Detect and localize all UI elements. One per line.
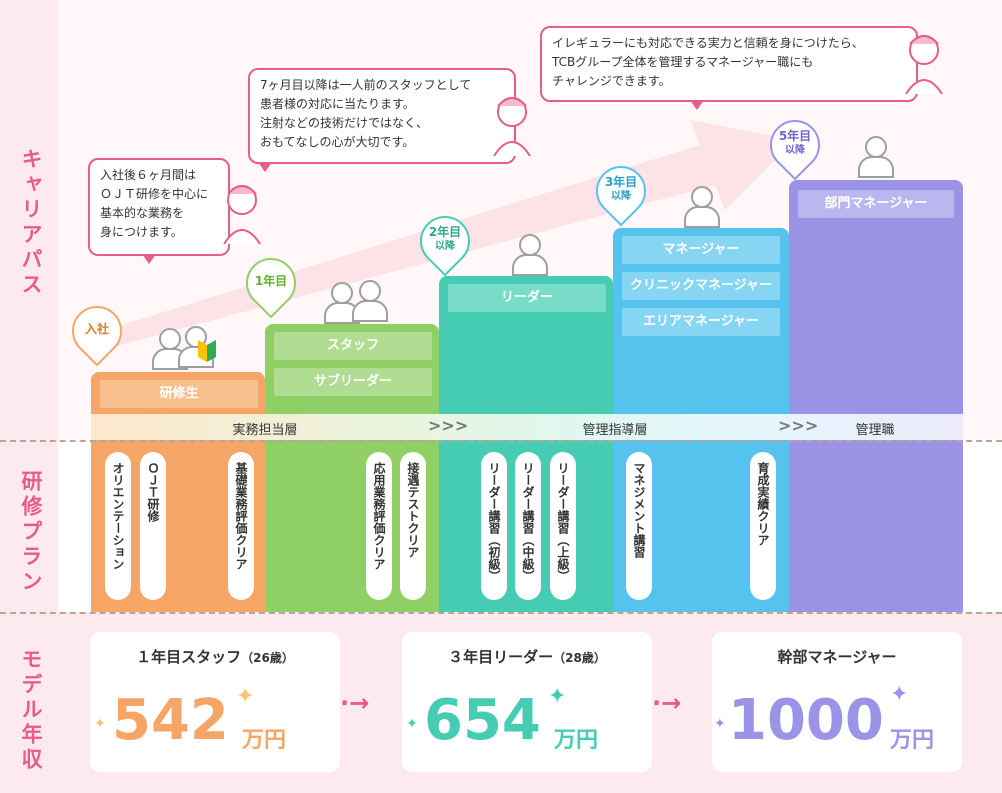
marker-year5: 5年目 以降 <box>759 109 831 181</box>
training-leader-adv: リーダー講習（上級） <box>550 452 576 600</box>
double-chevron-icon: >>> <box>778 416 819 435</box>
bubble-manager-challenge: イレギュラーにも対応できる実力と信頼を身につけたら、 TCBグループ全体を管理す… <box>540 26 918 102</box>
role-subleader: サブリーダー <box>274 368 432 396</box>
role-manager: マネージャー <box>622 236 780 264</box>
role-area-manager: エリアマネージャー <box>622 308 780 336</box>
marker-year2: 2年目 以降 <box>409 205 481 277</box>
section-label-career: キャリアパス <box>19 148 43 298</box>
layer-practice: 実務担当層 <box>232 423 298 438</box>
staff-person-icon <box>322 282 360 324</box>
arrow-icon: ·→ <box>340 689 370 717</box>
role-dept-manager: 部門マネージャー <box>798 190 954 218</box>
sparkle-icon: ✦ <box>714 716 726 732</box>
nurse-icon <box>493 97 531 156</box>
layer-strip <box>91 414 963 440</box>
salary-card-staff: １年目スタッフ（26歳） 542 万円 ✦ ✦ <box>90 632 340 772</box>
training-service-clear: 接遇テストクリア <box>400 452 426 600</box>
sparkle-icon: ✦ <box>94 716 106 732</box>
training-orientation: オリエンテーション <box>105 452 131 600</box>
salary-amount: 1000 <box>728 688 884 753</box>
role-clinic-manager: クリニックマネージャー <box>622 272 780 300</box>
nurse-icon <box>905 35 943 94</box>
role-leader: リーダー <box>448 284 606 312</box>
double-chevron-icon: >>> <box>428 416 469 435</box>
salary-card-leader: ３年目リーダー（28歳） 654 万円 ✦ ✦ <box>402 632 652 772</box>
bubble-tail <box>142 254 156 264</box>
salary-unit: 万円 <box>890 728 935 753</box>
separator <box>0 612 1002 614</box>
sparkle-icon: ✦ <box>236 684 255 709</box>
section-label-training: 研修プラン <box>19 470 43 595</box>
arrow-icon: ·→ <box>652 689 682 717</box>
marker-year1: 1年目 <box>235 247 307 319</box>
column-dept-manager <box>789 180 963 612</box>
training-basic-clear: 基礎業務評価クリア <box>228 452 254 600</box>
training-mgmt-course: マネジメント講習 <box>626 452 652 600</box>
sparkle-icon: ✦ <box>548 684 567 709</box>
salary-card-executive: 幹部マネージャー 1000 万円 ✦ ✦ <box>712 632 962 772</box>
bubble-first-six-months: 入社後６ヶ月間は ＯＪＴ研修を中心に 基本的な業務を 身につけます。 <box>88 158 230 256</box>
separator <box>0 440 1002 442</box>
leader-person-icon <box>510 234 548 276</box>
manager-person-icon <box>682 186 720 228</box>
training-growth-clear: 育成実績クリア <box>750 452 776 600</box>
staff-person-icon <box>350 280 388 322</box>
nurse-icon <box>223 185 261 244</box>
beginner-mark-icon <box>198 340 216 362</box>
left-label-band <box>0 0 58 793</box>
salary-amount: 542 <box>112 688 229 753</box>
bubble-tail <box>258 162 272 172</box>
dept-manager-person-icon <box>856 136 894 178</box>
marker-join: 入社 <box>61 295 133 367</box>
section-label-salary: モデル年収 <box>19 648 43 773</box>
marker-year3: 3年目 以降 <box>585 155 657 227</box>
sparkle-icon: ✦ <box>890 682 909 707</box>
salary-unit: 万円 <box>242 728 287 753</box>
layer-leadership: 管理指導層 <box>582 423 648 438</box>
training-leader-basic: リーダー講習（初級） <box>481 452 507 600</box>
training-leader-mid: リーダー講習（中級） <box>515 452 541 600</box>
layer-management: 管理職 <box>855 423 895 438</box>
training-applied-clear: 応用業務評価クリア <box>366 452 392 600</box>
training-ojt: ＯＪＴ研修 <box>140 452 166 600</box>
role-trainee: 研修生 <box>100 380 258 408</box>
bubble-after-seven-months: 7ヶ月目以降は一人前のスタッフとして 患者様の対応に当たります。 注射などの技術… <box>248 68 516 164</box>
role-staff: スタッフ <box>274 332 432 360</box>
salary-unit: 万円 <box>554 728 599 753</box>
bubble-tail <box>690 100 704 110</box>
salary-amount: 654 <box>424 688 541 753</box>
sparkle-icon: ✦ <box>406 716 418 732</box>
